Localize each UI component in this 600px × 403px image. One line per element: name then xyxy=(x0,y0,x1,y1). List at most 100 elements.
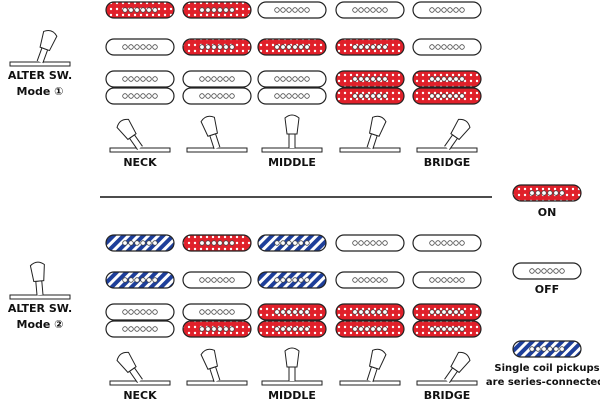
pole-piece xyxy=(441,309,447,315)
pole-piece xyxy=(152,76,158,82)
lever-arm xyxy=(200,348,221,383)
pole-piece xyxy=(429,44,435,50)
selector-lever xyxy=(109,351,171,386)
pickup-off xyxy=(105,38,175,56)
pole-piece xyxy=(459,326,465,332)
pole-piece xyxy=(286,76,292,82)
pole-piece xyxy=(217,7,223,13)
selector-lever xyxy=(339,348,401,386)
pickup-body xyxy=(257,234,327,252)
pole-piece xyxy=(435,326,441,332)
pole-piece xyxy=(229,93,235,99)
pickup-on xyxy=(335,70,405,88)
lever-shaft xyxy=(288,366,296,381)
pole-piece xyxy=(280,7,286,13)
pole-piece xyxy=(376,326,382,332)
pole-piece xyxy=(152,44,158,50)
position-label: NECK xyxy=(123,156,157,169)
pole-piece xyxy=(223,44,229,50)
pole-piece xyxy=(358,7,364,13)
pickup-on xyxy=(512,184,582,202)
pole-piece xyxy=(447,309,453,315)
pole-piece xyxy=(140,93,146,99)
pole-piece xyxy=(274,93,280,99)
pole-piece xyxy=(140,44,146,50)
pickup-body xyxy=(105,38,175,56)
pole-piece xyxy=(447,277,453,283)
pole-piece xyxy=(152,93,158,99)
pole-piece xyxy=(128,93,134,99)
pole-piece xyxy=(364,277,370,283)
pole-piece xyxy=(304,309,310,315)
pole-piece xyxy=(453,240,459,246)
lever-plate xyxy=(416,147,478,153)
pole-piece xyxy=(286,277,292,283)
pole-piece xyxy=(382,7,388,13)
pickup-body xyxy=(257,87,327,105)
pole-piece xyxy=(146,277,152,283)
pole-piece xyxy=(122,93,128,99)
pole-piece xyxy=(199,326,205,332)
pickup-on xyxy=(335,87,405,105)
pole-piece xyxy=(364,93,370,99)
pickup-on xyxy=(335,38,405,56)
selector-lever xyxy=(9,29,71,67)
pole-piece xyxy=(435,93,441,99)
pole-piece xyxy=(152,7,158,13)
switch-label: ALTER SW. xyxy=(8,302,72,315)
pole-piece xyxy=(370,93,376,99)
pole-piece xyxy=(292,326,298,332)
pole-piece xyxy=(229,44,235,50)
pole-piece xyxy=(152,309,158,315)
pole-piece xyxy=(304,277,310,283)
lever-plate xyxy=(109,380,171,386)
pickup-on xyxy=(182,234,252,252)
pole-piece xyxy=(286,240,292,246)
pole-piece xyxy=(223,7,229,13)
pickup-body xyxy=(105,303,175,321)
pole-piece xyxy=(292,309,298,315)
lever-arm xyxy=(284,114,300,148)
pole-piece xyxy=(553,268,559,274)
pickup-body xyxy=(182,234,252,252)
pole-piece xyxy=(199,93,205,99)
pickup-body xyxy=(335,38,405,56)
pickup-off xyxy=(335,234,405,252)
pole-piece xyxy=(364,44,370,50)
pole-piece xyxy=(292,76,298,82)
pole-piece xyxy=(376,44,382,50)
lever-plate xyxy=(339,380,401,386)
lever-plate xyxy=(9,61,71,67)
pickup-on xyxy=(182,38,252,56)
pole-piece xyxy=(211,277,217,283)
pole-piece xyxy=(217,44,223,50)
pole-piece xyxy=(217,240,223,246)
pole-piece xyxy=(441,240,447,246)
pole-piece xyxy=(229,7,235,13)
pole-piece xyxy=(286,326,292,332)
pole-piece xyxy=(292,44,298,50)
pole-piece xyxy=(382,44,388,50)
pole-piece xyxy=(352,7,358,13)
pole-piece xyxy=(364,7,370,13)
pole-piece xyxy=(205,44,211,50)
pickup-off xyxy=(412,38,482,56)
lever-shaft xyxy=(288,133,296,148)
pickup-body xyxy=(335,271,405,289)
pole-piece xyxy=(559,190,565,196)
pickup-off xyxy=(257,70,327,88)
selector-lever xyxy=(109,118,171,153)
pole-piece xyxy=(134,44,140,50)
pole-piece xyxy=(292,240,298,246)
position-label: NECK xyxy=(123,389,157,402)
pole-piece xyxy=(128,7,134,13)
lever-arm xyxy=(444,351,471,384)
pole-piece xyxy=(376,93,382,99)
pole-piece xyxy=(146,76,152,82)
pole-piece xyxy=(553,190,559,196)
pole-piece xyxy=(134,93,140,99)
pole-piece xyxy=(370,240,376,246)
pole-piece xyxy=(286,7,292,13)
pole-piece xyxy=(229,309,235,315)
pole-piece xyxy=(559,346,565,352)
